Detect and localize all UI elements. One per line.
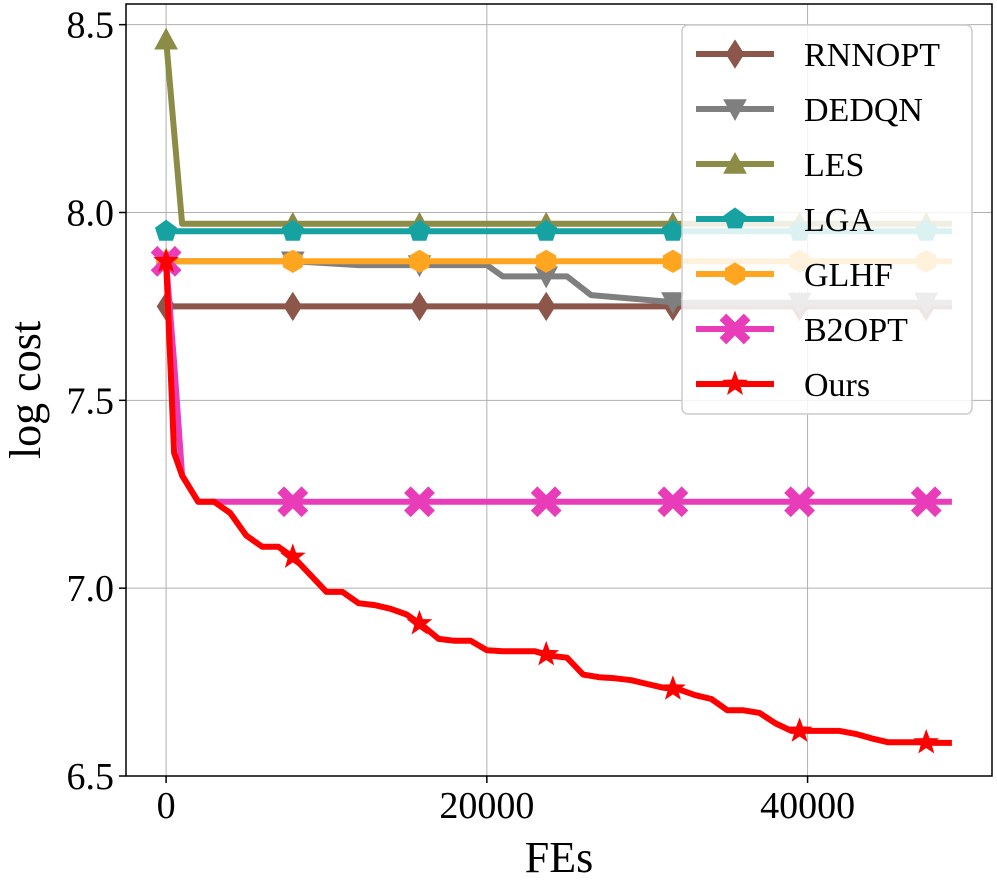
series-marker-ours (406, 609, 433, 635)
x-tick-label: 0 (157, 785, 176, 827)
legend-label: Ours (804, 367, 870, 404)
legend-entry-dedqn: DEDQN (696, 92, 923, 129)
legend-label: GLHF (804, 257, 893, 294)
series-marker-glhf (409, 249, 430, 273)
series-marker-ours (533, 640, 560, 666)
y-axis-label: log cost (1, 321, 50, 459)
series-marker-glhf (536, 249, 557, 273)
series-marker-lga (281, 219, 304, 241)
legend-label: RNNOPT (804, 37, 940, 74)
legend-marker (723, 207, 747, 229)
legend-entry-glhf: GLHF (696, 257, 893, 294)
series-marker-b2opt (530, 486, 562, 518)
legend-entry-les: LES (696, 147, 864, 184)
marker-stroke (910, 486, 942, 518)
x-tick-label: 40000 (760, 785, 855, 827)
series-ours (153, 247, 952, 754)
legend-entry-b2opt: B2OPT (696, 312, 908, 349)
series-marker-rnnopt (283, 291, 303, 322)
y-tick-label: 7.0 (67, 568, 115, 610)
series-marker-b2opt (910, 486, 942, 518)
series-marker-les (154, 27, 178, 50)
y-tick-label: 7.5 (67, 380, 115, 422)
legend-label: LES (804, 147, 864, 184)
legend-label: DEDQN (804, 92, 923, 129)
legend-entry-ours: Ours (696, 367, 870, 404)
series-marker-glhf (662, 249, 683, 273)
legend-marker (725, 39, 745, 69)
y-tick-label: 6.5 (67, 756, 115, 798)
legend-marker (722, 370, 748, 396)
series-marker-ours (279, 543, 306, 569)
series-marker-b2opt (277, 486, 309, 518)
marker-stroke (404, 486, 435, 518)
x-tick-label: 20000 (439, 785, 534, 827)
series-marker-lga (535, 219, 558, 241)
plot-area-frame (125, 3, 993, 777)
legend-label: B2OPT (804, 312, 908, 349)
y-tick-label: 8.5 (67, 5, 115, 47)
marker-stroke (784, 486, 815, 518)
marker-stroke (719, 313, 751, 345)
legend-marker (723, 151, 747, 174)
series-marker-b2opt (784, 486, 815, 518)
legend-marker (723, 99, 747, 122)
series-marker-lga (155, 219, 178, 241)
series-marker-rnnopt (536, 291, 556, 322)
legend-marker (725, 262, 745, 286)
legend-frame (681, 24, 973, 415)
legend-entry-lga: LGA (696, 202, 874, 239)
series-marker-ours (786, 717, 813, 742)
series-marker-glhf (282, 249, 303, 273)
series-marker-ours (913, 728, 940, 754)
marker-stroke (657, 486, 689, 518)
x-axis-label: FEs (525, 833, 593, 882)
series-marker-b2opt (657, 486, 689, 518)
series-marker-rnnopt (410, 291, 429, 322)
marker-stroke (530, 486, 562, 518)
series-marker-b2opt (404, 486, 435, 518)
series-line-ours (163, 261, 952, 746)
axis-ticks: 0 20000 40000 6.5 7.0 7.5 8.0 8.5 (67, 5, 856, 827)
series-marker-ours (153, 247, 179, 273)
series-marker-dedqn (661, 292, 685, 315)
legend-label: LGA (804, 202, 874, 239)
legend: RNNOPT DEDQN LES LGA GLHF B2OPT Ours (681, 24, 973, 415)
series-marker-ours (660, 675, 686, 700)
marker-stroke (277, 486, 309, 518)
legend-entry-rnnopt: RNNOPT (696, 37, 940, 74)
y-tick-label: 8.0 (67, 192, 115, 234)
legend-marker (719, 313, 751, 345)
series-marker-lga (408, 219, 431, 241)
